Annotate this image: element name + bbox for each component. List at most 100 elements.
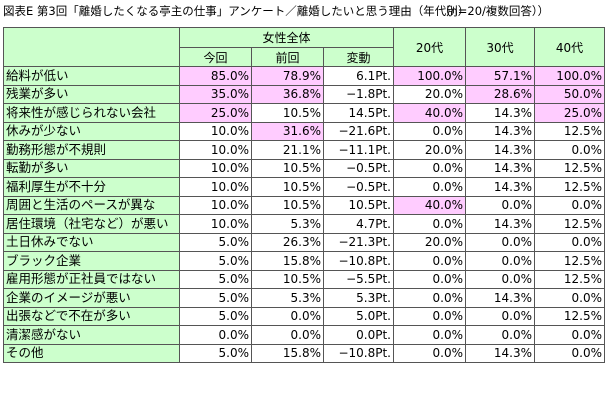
cell-age-40s: 12.5% (534, 306, 605, 326)
row-label: 給料が低い (3, 66, 180, 86)
cell-age-30s: 14.3% (465, 158, 535, 178)
row-label: 居住環境（社宅など）が悪い (3, 214, 180, 234)
cell-age-20s: 0.0% (393, 269, 466, 289)
cell-age-40s: 25.0% (534, 103, 605, 123)
cell-current: 5.0% (179, 232, 252, 252)
cell-change: −5.5Pt. (323, 269, 394, 289)
row-label: 将来性が感じられない会社 (3, 103, 180, 123)
figure-caption: 図表E 第3回「離婚したくなる亭主の仕事」アンケート／離婚したいと思う理由（年代… (3, 2, 603, 20)
cell-change: −21.3Pt. (323, 232, 394, 252)
cell-previous: 0.0% (251, 306, 324, 326)
cell-age-30s: 0.0% (465, 232, 535, 252)
cell-age-40s: 100.0% (534, 66, 605, 86)
cell-age-40s: 0.0% (534, 140, 605, 160)
cell-age-20s: 100.0% (393, 66, 466, 86)
cell-previous: 15.8% (251, 251, 324, 271)
cell-previous: 5.3% (251, 288, 324, 308)
row-label: 土日休みでない (3, 232, 180, 252)
header-age-40s: 40代 (534, 27, 605, 67)
cell-previous: 10.5% (251, 269, 324, 289)
cell-change: 6.1Pt. (323, 66, 394, 86)
cell-previous: 10.5% (251, 103, 324, 123)
cell-age-20s: 20.0% (393, 140, 466, 160)
cell-age-30s: 0.0% (465, 325, 535, 345)
cell-age-20s: 0.0% (393, 325, 466, 345)
cell-change: −1.8Pt. (323, 84, 394, 104)
cell-change: −11.1Pt. (323, 140, 394, 160)
table-row: 土日休みでない 5.0% 26.3% −21.3Pt. 20.0% 0.0% 0.0% (3, 232, 605, 252)
table-row: 居住環境（社宅など）が悪い 10.0% 5.3% 4.7Pt. 0.0% 14.3% 12.… (3, 214, 605, 234)
cell-age-20s: 0.0% (393, 214, 466, 234)
header-change: 変動 (323, 47, 394, 67)
cell-current: 5.0% (179, 306, 252, 326)
table-row: 給料が低い 85.0% 78.9% 6.1Pt. 100.0% 57.1% 100.0% (3, 66, 605, 86)
cell-change: 5.0Pt. (323, 306, 394, 326)
table-row: 出張などで不在が多い 5.0% 0.0% 5.0Pt. 0.0% 0.0% 12.5% (3, 306, 605, 326)
cell-age-40s: 12.5% (534, 121, 605, 141)
cell-age-20s: 0.0% (393, 288, 466, 308)
cell-age-30s: 14.3% (465, 343, 535, 363)
table-row: 残業が多い 35.0% 36.8% −1.8Pt. 20.0% 28.6% 50.0% (3, 84, 605, 104)
cell-age-40s: 12.5% (534, 214, 605, 234)
table-row: 雇用形態が正社員ではない 5.0% 10.5% −5.5Pt. 0.0% 0.0% 12.5… (3, 269, 605, 289)
cell-previous: 31.6% (251, 121, 324, 141)
table-row: 転勤が多い 10.0% 10.5% −0.5Pt. 0.0% 14.3% 12.5% (3, 158, 605, 178)
row-label: 転勤が多い (3, 158, 180, 178)
cell-current: 10.0% (179, 121, 252, 141)
cell-age-40s: 50.0% (534, 84, 605, 104)
cell-change: −21.6Pt. (323, 121, 394, 141)
cell-change: 10.5Pt. (323, 195, 394, 215)
table-row: 福利厚生が不十分 10.0% 10.5% −0.5Pt. 0.0% 14.3% 12.5% (3, 177, 605, 197)
cell-current: 5.0% (179, 251, 252, 271)
header-previous: 前回 (251, 47, 324, 67)
figure-title: 図表E 第3回「離婚したくなる亭主の仕事」アンケート／離婚したいと思う理由（年代… (3, 4, 470, 18)
cell-age-30s: 28.6% (465, 84, 535, 104)
row-label: 残業が多い (3, 84, 180, 104)
cell-change: 4.7Pt. (323, 214, 394, 234)
cell-age-20s: 0.0% (393, 251, 466, 271)
cell-age-40s: 12.5% (534, 251, 605, 271)
row-label: 清潔感がない (3, 325, 180, 345)
cell-current: 5.0% (179, 288, 252, 308)
table-row: 周囲と生活のペースが異な 10.0% 10.5% 10.5Pt. 40.0% 0.0% 0.… (3, 195, 605, 215)
reasons-table: 女性全体 20代 30代 40代 今回 前回 変動 給料が低い 85.0% 78.9… (3, 27, 605, 363)
cell-change: −10.8Pt. (323, 251, 394, 271)
header-age-20s: 20代 (393, 27, 466, 67)
cell-age-20s: 0.0% (393, 306, 466, 326)
cell-previous: 78.9% (251, 66, 324, 86)
cell-change: 5.3Pt. (323, 288, 394, 308)
cell-previous: 21.1% (251, 140, 324, 160)
cell-change: 0.0Pt. (323, 325, 394, 345)
header-group: 女性全体 (179, 27, 394, 48)
cell-current: 10.0% (179, 158, 252, 178)
cell-current: 25.0% (179, 103, 252, 123)
cell-previous: 5.3% (251, 214, 324, 234)
header-corner (3, 27, 180, 67)
cell-current: 10.0% (179, 177, 252, 197)
cell-age-40s: 0.0% (534, 195, 605, 215)
row-label: 出張などで不在が多い (3, 306, 180, 326)
figure-note: （n=20/複数回答）） (439, 4, 550, 18)
table-row: 清潔感がない 0.0% 0.0% 0.0Pt. 0.0% 0.0% 0.0% (3, 325, 605, 345)
cell-age-20s: 0.0% (393, 158, 466, 178)
table-row: ブラック企業 5.0% 15.8% −10.8Pt. 0.0% 0.0% 12.5% (3, 251, 605, 271)
cell-age-40s: 12.5% (534, 177, 605, 197)
cell-age-20s: 0.0% (393, 343, 466, 363)
table-row: 勤務形態が不規則 10.0% 21.1% −11.1Pt. 20.0% 14.3% 0.0% (3, 140, 605, 160)
cell-age-30s: 14.3% (465, 214, 535, 234)
cell-age-20s: 20.0% (393, 232, 466, 252)
cell-previous: 15.8% (251, 343, 324, 363)
cell-age-40s: 0.0% (534, 288, 605, 308)
cell-age-20s: 0.0% (393, 121, 466, 141)
cell-previous: 0.0% (251, 325, 324, 345)
cell-age-30s: 14.3% (465, 103, 535, 123)
cell-age-30s: 0.0% (465, 251, 535, 271)
cell-age-20s: 40.0% (393, 195, 466, 215)
cell-current: 35.0% (179, 84, 252, 104)
header-age-30s: 30代 (465, 27, 535, 67)
row-label: 雇用形態が正社員ではない (3, 269, 180, 289)
cell-age-30s: 57.1% (465, 66, 535, 86)
cell-change: −10.8Pt. (323, 343, 394, 363)
cell-change: 14.5Pt. (323, 103, 394, 123)
cell-current: 5.0% (179, 343, 252, 363)
